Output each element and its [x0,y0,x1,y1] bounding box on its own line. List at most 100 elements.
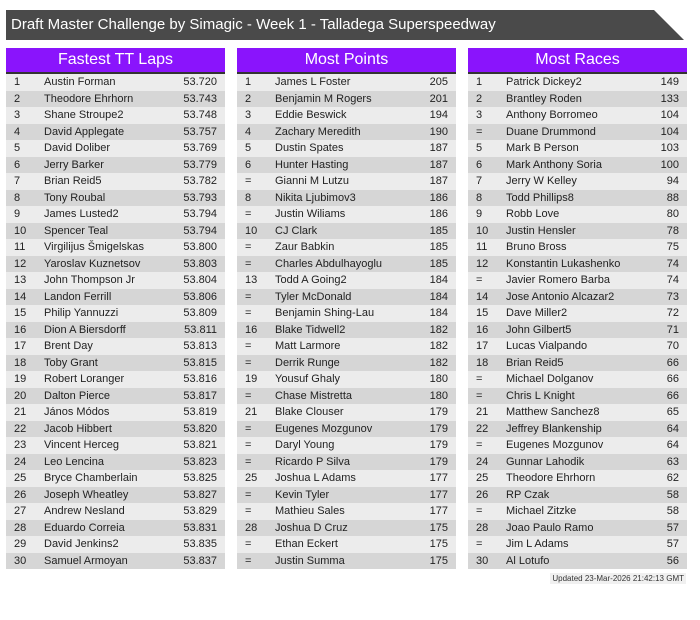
table-row: 1 Austin Forman 53.720 [6,74,225,91]
rank: = [245,257,252,270]
driver-name: Dave Miller2 [506,307,568,319]
value: 53.837 [183,554,217,567]
value: 53.831 [183,521,217,534]
table-row: 12 Yaroslav Kuznetsov 53.803 [6,255,225,272]
value: 187 [429,142,448,154]
rank: 21 [245,406,258,418]
table-row: 5 David Doliber 53.769 [6,140,225,157]
driver-name: Al Lotufo [506,554,550,567]
value: 103 [660,142,679,154]
driver-name: János Módos [44,406,110,418]
value: 53.817 [183,389,217,402]
driver-name: Nikita Ljubimov3 [275,191,356,204]
rank: = [245,290,252,303]
driver-name: Todd Phillips8 [506,191,574,204]
driver-name: Jacob Hibbert [44,422,112,435]
value: 53.823 [183,455,217,468]
rank: 6 [245,158,252,171]
value: 64 [666,439,679,451]
table-row: 1 Patrick Dickey2 149 [468,74,687,91]
rank: = [245,241,252,253]
table-row: 7 Jerry W Kelley 94 [468,173,687,190]
value: 194 [429,109,448,121]
driver-name: Mathieu Sales [275,505,345,517]
driver-name: Eddie Beswick [275,109,347,121]
rank: 30 [476,554,489,567]
rank: 19 [14,373,27,385]
rank: 1 [14,76,21,88]
rank: = [245,554,252,567]
table-row: = Ethan Eckert 175 [237,536,456,553]
value: 53.769 [183,142,217,154]
driver-name: Brian Reid5 [506,356,564,369]
driver-name: John Thompson Jr [44,274,135,286]
driver-name: Theodore Ehrhorn [44,92,134,105]
value: 53.813 [183,340,217,352]
rank: 25 [14,472,27,484]
value: 53.804 [183,274,217,286]
value: 53.743 [183,92,217,105]
value: 53.779 [183,158,217,171]
table-row: 17 Brent Day 53.813 [6,338,225,355]
rank: = [245,488,252,501]
driver-name: Michael Dolganov [506,373,594,385]
value: 179 [429,422,448,435]
rank: = [476,389,483,402]
driver-name: James L Foster [275,76,351,88]
table-row: = Michael Dolganov 66 [468,371,687,388]
driver-name: Tyler McDonald [275,290,352,303]
table-row: = Jim L Adams 57 [468,536,687,553]
driver-name: Justin Summa [275,554,345,567]
table-row: 26 Joseph Wheatley 53.827 [6,486,225,503]
rank: 4 [245,125,252,138]
driver-name: Mark Anthony Soria [506,158,602,171]
table-row: 25 Theodore Ehrhorn 62 [468,470,687,487]
value: 53.811 [184,323,217,336]
rank: 1 [245,76,252,88]
driver-name: Justin Wiliams [275,208,346,220]
driver-name: Brantley Roden [506,92,582,105]
value: 71 [666,323,679,336]
table-row: 9 James Lusted2 53.794 [6,206,225,223]
table-row: 3 Anthony Borromeo 104 [468,107,687,124]
table-row: 28 Eduardo Correia 53.831 [6,519,225,536]
rank: = [476,505,483,517]
value: 185 [429,241,448,253]
value: 180 [429,373,448,385]
rank: 24 [14,455,27,468]
rank: 9 [14,208,21,220]
driver-name: Benjamin Shing-Lau [275,307,375,319]
rank: = [245,208,252,220]
value: 187 [429,158,448,171]
value: 62 [666,472,679,484]
table-row: = Ricardo P Silva 179 [237,453,456,470]
rank: = [476,538,483,550]
table-row: 24 Gunnar Lahodik 63 [468,453,687,470]
rank: = [245,356,252,369]
rank: 8 [245,191,252,204]
table-row: 18 Toby Grant 53.815 [6,354,225,371]
value: 53.720 [183,76,217,88]
driver-name: Zaur Babkin [275,241,335,253]
value: 53.748 [183,109,217,121]
table-row: = Duane Drummond 104 [468,123,687,140]
rank: 15 [476,307,489,319]
value: 66 [666,373,679,385]
table-row: 8 Tony Roubal 53.793 [6,189,225,206]
driver-name: Landon Ferrill [44,290,112,303]
table-row: 10 CJ Clark 185 [237,222,456,239]
table-row: = Derrik Runge 182 [237,354,456,371]
table-row: 25 Joshua L Adams 177 [237,470,456,487]
value: 185 [429,224,448,237]
driver-name: Todd A Going2 [275,274,347,286]
table-row: 28 Joao Paulo Ramo 57 [468,519,687,536]
driver-name: Gunnar Lahodik [506,455,585,468]
table-row: 30 Samuel Armoyan 53.837 [6,552,225,569]
table-row: 24 Leo Lencina 53.823 [6,453,225,470]
rank: 14 [476,290,489,303]
rank: 17 [476,340,489,352]
value: 177 [429,488,448,501]
table-row: 4 David Applegate 53.757 [6,123,225,140]
rank: = [476,274,483,286]
table-row: 20 Dalton Pierce 53.817 [6,387,225,404]
